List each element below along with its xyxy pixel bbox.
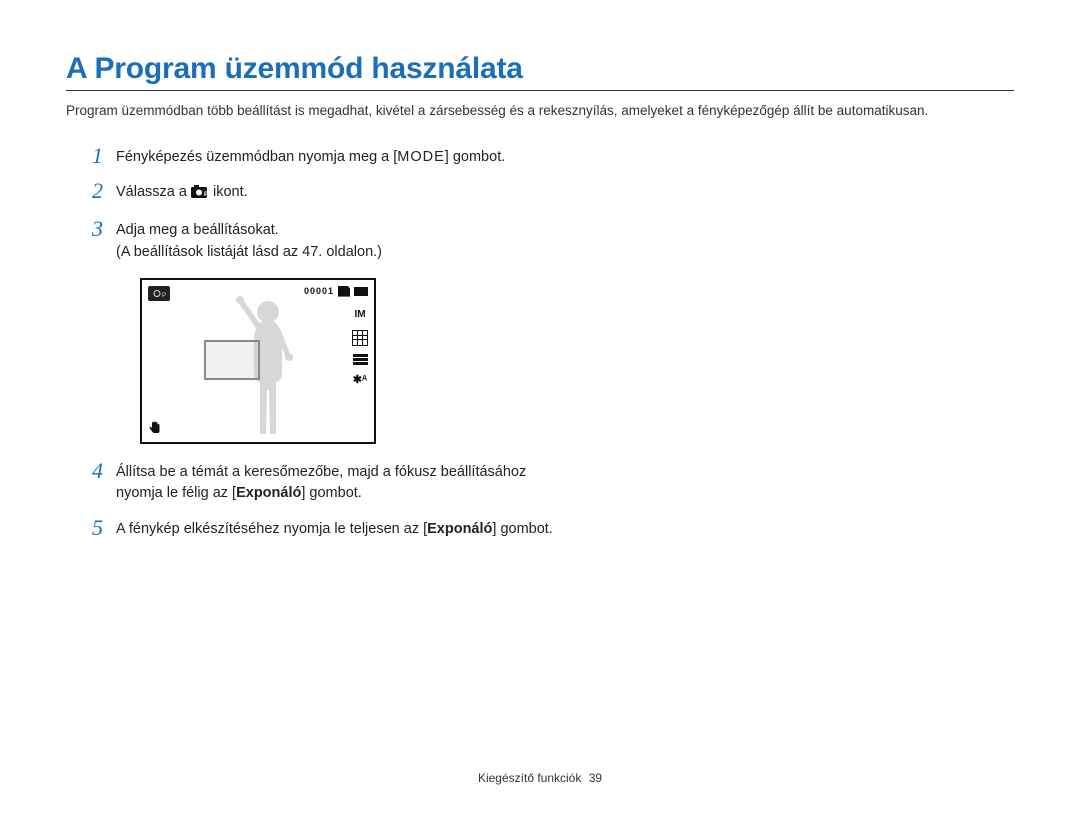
title-rule (66, 90, 1014, 91)
mode-button-label: MODE (397, 149, 445, 165)
svg-text:P: P (162, 293, 166, 299)
step-text: Adja meg a beállításokat. (A beállítások… (116, 220, 382, 264)
step-text: Válassza a P ikont. (116, 182, 248, 206)
step-number: 1 (92, 145, 114, 167)
step-text: Állítsa be a témát a keresőmezőbe, majd … (116, 462, 562, 506)
step1-text-b: ] gombot. (445, 149, 505, 165)
page-footer: Kiegészítő funkciók 39 (0, 771, 1080, 785)
step4-text-b: ] gombot. (301, 485, 361, 501)
camera-p-icon: P (191, 184, 209, 206)
anti-shake-icon (148, 420, 164, 436)
step-4: 4 Állítsa be a témát a keresőmezőbe, maj… (92, 462, 562, 506)
step-text: A fénykép elkészítéséhez nyomja le telje… (116, 519, 553, 541)
step2-text-b: ikont. (213, 184, 248, 200)
sd-card-icon (338, 286, 350, 297)
battery-icon (354, 287, 368, 296)
step-1: 1 Fényképezés üzemmódban nyomja meg a [M… (92, 147, 562, 169)
step-number: 4 (92, 460, 114, 482)
step-2: 2 Válassza a P ikont. (92, 182, 562, 206)
top-right-indicators: 00001 (304, 286, 368, 297)
camera-screen-figure: P 00001 (140, 278, 562, 444)
steps-list: 1 Fényképezés üzemmódban nyomja meg a [M… (92, 147, 562, 541)
shot-counter: 00001 (304, 286, 334, 296)
step-number: 5 (92, 517, 114, 539)
camera-screen: P 00001 (140, 278, 376, 444)
svg-text:P: P (204, 192, 208, 198)
flash-auto-icon: ✱ᴬ (352, 373, 368, 387)
quality-grid-icon (352, 330, 368, 346)
focus-rectangle (204, 340, 260, 380)
step4-shutter-label: Exponáló (236, 485, 301, 501)
step2-text-a: Válassza a (116, 184, 191, 200)
step-text: Fényképezés üzemmódban nyomja meg a [MOD… (116, 147, 505, 169)
intro-text: Program üzemmódban több beállítást is me… (66, 101, 1014, 121)
step3-text-b: (A beállítások listáját lásd az 47. olda… (116, 244, 382, 260)
metering-icon (353, 354, 368, 365)
step1-text-a: Fényképezés üzemmódban nyomja meg a [ (116, 149, 397, 165)
step3-text-a: Adja meg a beállításokat. (116, 222, 279, 238)
step-5: 5 A fénykép elkészítéséhez nyomja le tel… (92, 519, 562, 541)
right-side-indicators: IM ✱ᴬ (352, 308, 368, 387)
step-3: 3 Adja meg a beállításokat. (A beállítás… (92, 220, 562, 264)
step5-text-a: A fénykép elkészítéséhez nyomja le telje… (116, 521, 427, 537)
step5-text-b: ] gombot. (492, 521, 552, 537)
image-size-icon: IM (352, 308, 368, 322)
page-number: 39 (589, 771, 602, 785)
mode-indicator-icon: P (148, 286, 170, 301)
page-title: A Program üzemmód használata (66, 52, 1014, 86)
step-number: 3 (92, 218, 114, 240)
footer-label: Kiegészítő funkciók (478, 771, 581, 785)
step-number: 2 (92, 180, 114, 202)
step5-shutter-label: Exponáló (427, 521, 492, 537)
